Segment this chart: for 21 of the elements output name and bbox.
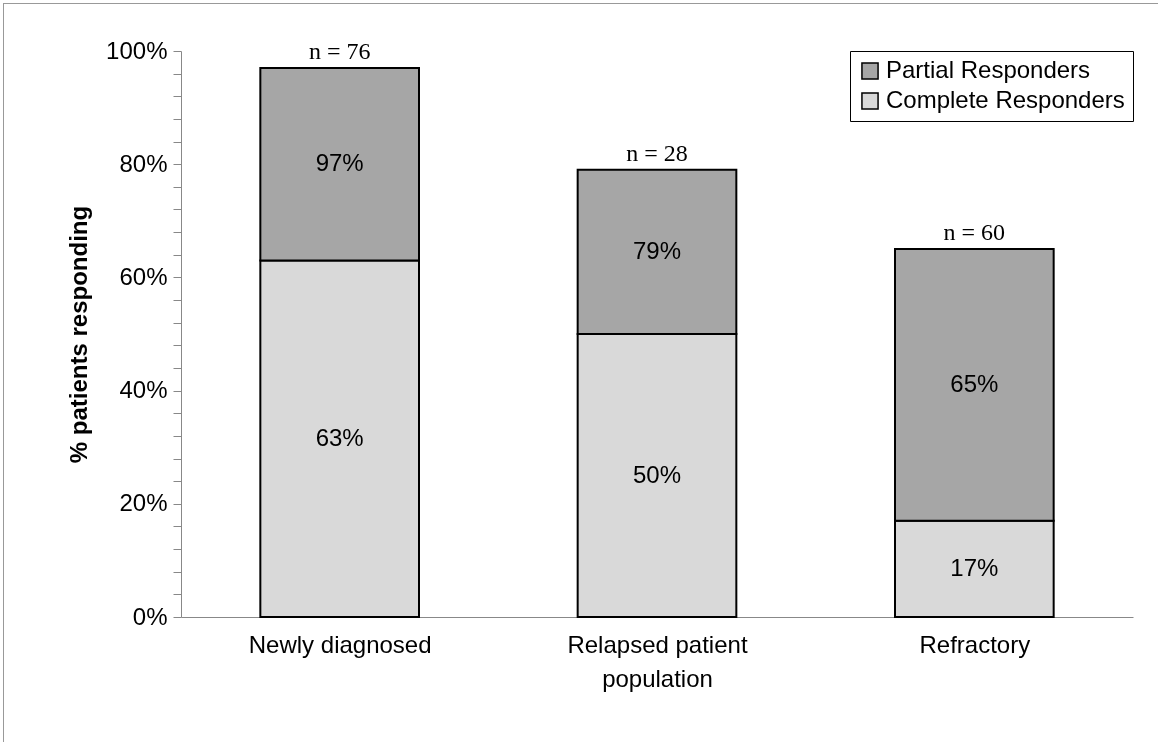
data-label: 50% bbox=[632, 460, 682, 488]
annotation: n = 76 bbox=[308, 37, 371, 64]
y-tick-label: 80% bbox=[119, 149, 168, 177]
annotation: 65% bbox=[950, 369, 999, 397]
y-axis-title: % patients responding bbox=[65, 205, 93, 464]
data-label: 17% bbox=[950, 553, 999, 581]
annotation: 97% bbox=[315, 149, 364, 177]
annotation: n = 28 bbox=[626, 139, 688, 166]
y-tick-label: 40% bbox=[119, 376, 168, 404]
legend-label: Complete Responders bbox=[886, 86, 1125, 113]
y-tick-label: 0% bbox=[132, 602, 168, 630]
legend-label: Partial Responders bbox=[886, 56, 1091, 83]
x-tick-label: Newly diagnosed bbox=[248, 630, 432, 658]
annotation: n = 60 bbox=[943, 219, 1006, 246]
data-label: 63% bbox=[315, 423, 364, 451]
x-tick-label: Refractory bbox=[919, 630, 1031, 658]
x-tick-label: Relapsed patient population bbox=[567, 630, 748, 692]
y-tick-label: 100% bbox=[106, 36, 168, 64]
y-tick-label: 60% bbox=[119, 262, 168, 290]
annotation: 79% bbox=[632, 236, 682, 264]
y-tick-label: 20% bbox=[119, 489, 168, 517]
